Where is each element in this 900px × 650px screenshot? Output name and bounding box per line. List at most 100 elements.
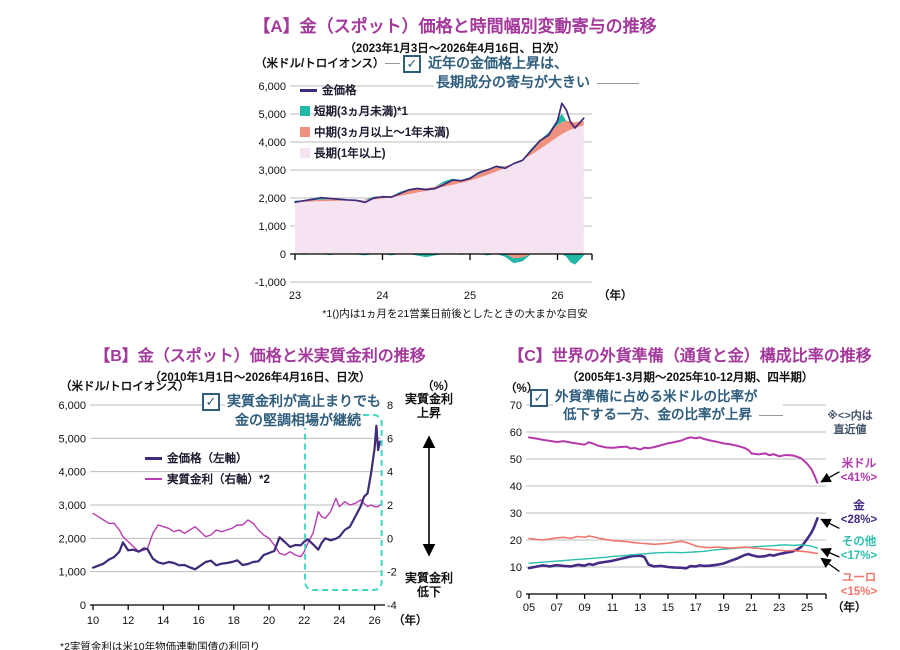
area-short-term bbox=[295, 113, 584, 202]
panel-a-footnote: *1()内は1ヵ月を21営業日前後としたときの大まかな目安 bbox=[322, 308, 588, 320]
panel-a-subtitle: （2023年1月3日～2026年4月16日、日次） bbox=[344, 43, 566, 55]
gold-series-label: 金 <28%> bbox=[840, 500, 878, 526]
svg-text:10: 10 bbox=[510, 562, 522, 574]
short-term-swatch bbox=[300, 106, 310, 116]
panel-c-callout: ✓ 外貨準備に占める米ドルの比率が 低下する一方、金の比率が上昇 bbox=[530, 388, 783, 424]
svg-text:13: 13 bbox=[634, 602, 646, 614]
svg-text:-2: -2 bbox=[387, 567, 397, 579]
svg-text:0: 0 bbox=[80, 600, 86, 612]
svg-text:25: 25 bbox=[801, 602, 813, 614]
svg-text:16: 16 bbox=[192, 615, 204, 627]
svg-text:3,000: 3,000 bbox=[258, 165, 286, 177]
svg-text:1,000: 1,000 bbox=[258, 221, 286, 233]
callout-text-line1: 外貨準備に占める米ドルの比率が bbox=[553, 388, 783, 407]
panel-b: 【B】金（スポット）価格と米実質金利の推移 （2010年1月1日～2026年4月… bbox=[40, 338, 480, 650]
svg-text:5,000: 5,000 bbox=[258, 109, 286, 121]
panel-b-left-axis-unit: （米ドル/トロイオンス） bbox=[60, 381, 190, 393]
usd-share-line bbox=[528, 436, 819, 484]
area-short-term-neg bbox=[295, 254, 584, 265]
others-series-label: その他 <17%> bbox=[840, 536, 878, 562]
panel-a-title: 【A】金（スポット）価格と時間幅別変動寄与の推移 bbox=[253, 17, 657, 36]
svg-text:30: 30 bbox=[510, 508, 522, 520]
svg-text:24: 24 bbox=[376, 290, 388, 302]
panel-c: 【C】世界の外貨準備（通貨と金）構成比率の推移 （2005年1-3月期～2025… bbox=[480, 338, 900, 650]
panel-c-axis-unit: （%） bbox=[505, 383, 539, 395]
svg-text:11: 11 bbox=[607, 602, 618, 614]
pointer-arrow-icon bbox=[820, 557, 840, 573]
real-rate-line bbox=[92, 497, 381, 558]
panel-b-right-annotation: 実質金利 上昇 実質金利 低下 bbox=[392, 392, 466, 600]
chart-c-reserve-composition: 70 60 50 40 30 20 10 005 07 09 11 13 15 17 19 21 23 25 （年） bbox=[510, 400, 867, 614]
svg-text:23: 23 bbox=[773, 602, 785, 614]
area-long-term bbox=[295, 125, 584, 254]
euro-series-label: ユーロ <15%> bbox=[840, 572, 878, 598]
svg-text:0: 0 bbox=[280, 249, 286, 261]
leader-line bbox=[385, 63, 400, 64]
panel-a: 【A】金（スポット）価格と時間幅別変動寄与の推移 （2023年1月3日～2026… bbox=[225, 6, 685, 332]
svg-text:10: 10 bbox=[87, 615, 99, 627]
real-rate-down-label: 実質金利 低下 bbox=[404, 570, 453, 600]
svg-text:6: 6 bbox=[387, 433, 393, 445]
panel-b-subtitle: （2010年1月1日～2026年4月16日、日次） bbox=[149, 372, 371, 384]
svg-text:22: 22 bbox=[298, 615, 310, 627]
svg-text:18: 18 bbox=[228, 615, 240, 627]
panel-a-legend: 金価格 短期(3ヵ月未満)*1 中期(3ヵ月以上～1年未満) 長期(1年以上) bbox=[300, 82, 449, 166]
gold-price-line bbox=[294, 102, 585, 204]
mid-term-swatch bbox=[300, 127, 310, 137]
real-rate-line-swatch bbox=[145, 478, 162, 480]
svg-text:09: 09 bbox=[578, 602, 590, 614]
svg-text:19: 19 bbox=[717, 602, 729, 614]
long-term-swatch bbox=[300, 148, 310, 158]
svg-text:20: 20 bbox=[263, 615, 275, 627]
area-mid-term-neg bbox=[295, 254, 584, 259]
callout-text-line1: 実質金利が高止まりでも bbox=[225, 392, 383, 411]
svg-text:07: 07 bbox=[551, 602, 563, 614]
real-rate-up-label: 実質金利 上昇 bbox=[404, 392, 453, 421]
svg-text:4,000: 4,000 bbox=[58, 467, 86, 479]
legend-item-real-rate-right-axis: 実質金利（右軸）*2 bbox=[145, 471, 270, 487]
panel-b-footnote: *2実質金利は米10年物価連動国債の利回り bbox=[60, 641, 261, 650]
svg-text:40: 40 bbox=[510, 481, 522, 493]
panel-c-subtitle: （2005年1-3月期～2025年10-12月期、四半期） bbox=[566, 372, 814, 384]
svg-text:4,000: 4,000 bbox=[258, 137, 286, 149]
svg-text:1,000: 1,000 bbox=[58, 567, 86, 579]
checkbox-icon: ✓ bbox=[202, 393, 220, 411]
checkbox-icon: ✓ bbox=[403, 55, 421, 73]
svg-text:23: 23 bbox=[289, 290, 301, 302]
svg-text:-4: -4 bbox=[387, 600, 397, 612]
others-share-line bbox=[528, 544, 819, 564]
svg-text:21: 21 bbox=[745, 602, 757, 614]
svg-text:（年）: （年） bbox=[832, 600, 867, 614]
svg-text:（年）: （年） bbox=[393, 613, 428, 627]
legend-item-gold-price-left-axis: 金価格（左軸） bbox=[145, 450, 270, 466]
callout-text-line2: 長期成分の寄与が大きい bbox=[434, 73, 592, 90]
gold-price-line-swatch bbox=[145, 456, 162, 460]
svg-text:14: 14 bbox=[157, 615, 169, 627]
panel-a-left-axis-unit: （米ドル/トロイオンス） bbox=[255, 58, 385, 70]
legend-item-gold-price: 金価格 bbox=[300, 82, 449, 98]
svg-text:3,000: 3,000 bbox=[58, 500, 86, 512]
svg-text:4: 4 bbox=[387, 467, 393, 479]
callout-text-line2: 低下する一方、金の比率が上昇 bbox=[561, 407, 754, 423]
panel-b-right-axis-unit: （%） bbox=[422, 381, 456, 393]
gold-price-line bbox=[91, 424, 381, 571]
svg-text:24: 24 bbox=[333, 615, 345, 627]
panel-c-title: 【C】世界の外貨準備（通貨と金）構成比率の推移 bbox=[508, 348, 872, 365]
svg-text:（年）: （年） bbox=[598, 288, 633, 302]
panel-b-callout: ✓ 実質金利が高止まりでも 金の堅調相場が継続 bbox=[202, 392, 383, 430]
svg-text:20: 20 bbox=[510, 535, 522, 547]
svg-text:60: 60 bbox=[510, 427, 522, 439]
svg-text:2: 2 bbox=[387, 500, 393, 512]
gold-price-line-swatch bbox=[300, 88, 317, 92]
svg-text:8: 8 bbox=[387, 400, 393, 412]
svg-text:6,000: 6,000 bbox=[58, 400, 86, 412]
updown-arrow-icon bbox=[422, 435, 436, 557]
svg-text:2,000: 2,000 bbox=[58, 533, 86, 545]
panel-a-callout: ✓ 近年の金価格上昇は、 長期成分の寄与が大きい bbox=[385, 54, 639, 92]
callout-text-line1: 近年の金価格上昇は、 bbox=[426, 54, 639, 73]
panel-b-title: 【B】金（スポット）価格と米実質金利の推移 bbox=[94, 348, 426, 365]
gold-share-line bbox=[527, 517, 819, 570]
leader-line bbox=[597, 82, 639, 84]
